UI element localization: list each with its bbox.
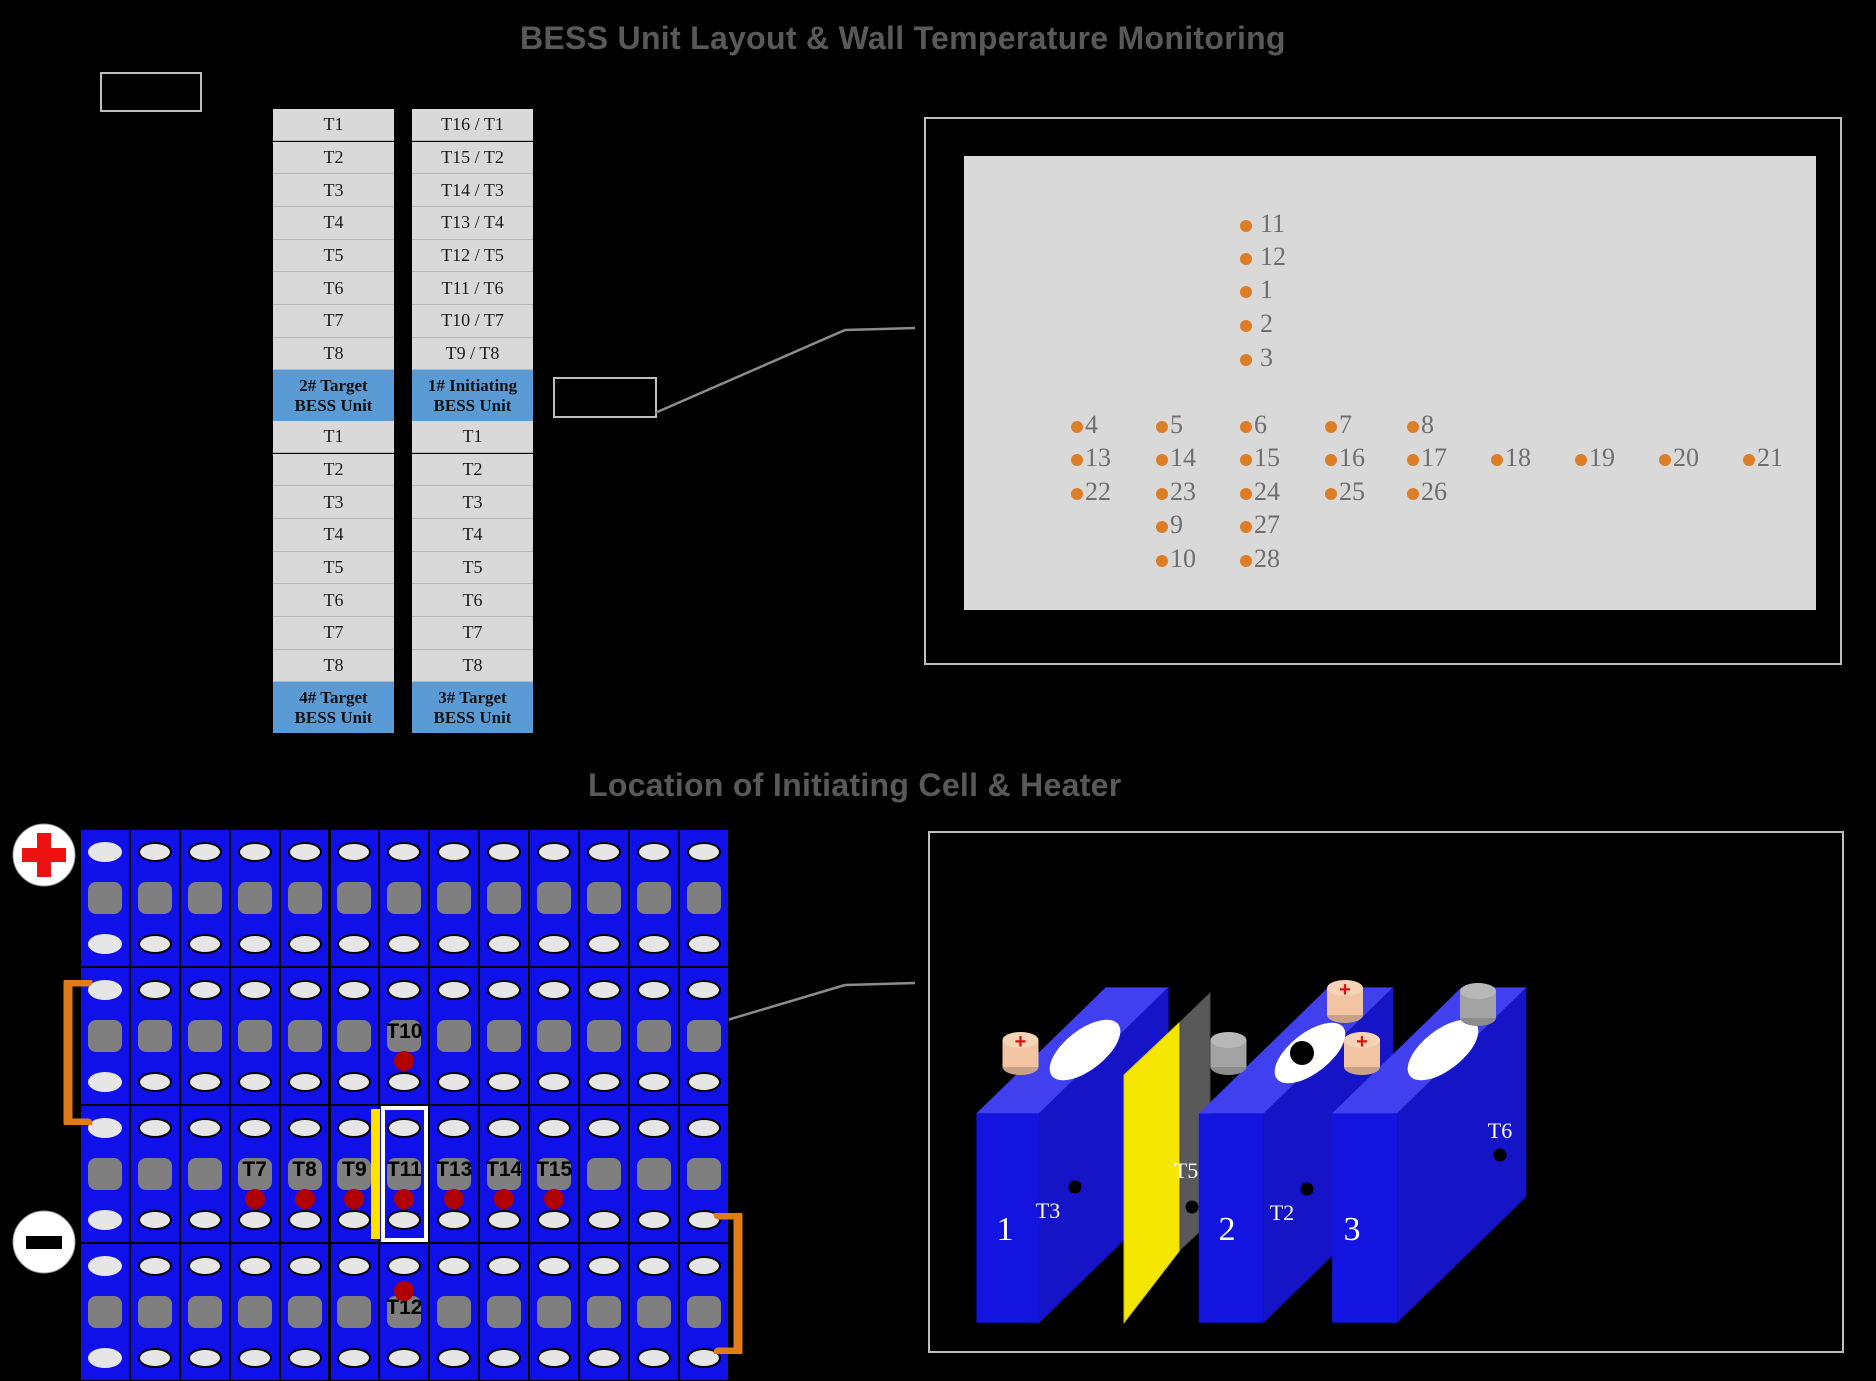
svg-text:1: 1	[997, 1211, 1014, 1248]
svg-text:+: +	[1015, 1031, 1027, 1053]
svg-text:T6: T6	[1488, 1118, 1512, 1143]
svg-text:T2: T2	[1270, 1200, 1294, 1225]
svg-text:2: 2	[1219, 1211, 1236, 1248]
svg-text:T3: T3	[1036, 1198, 1060, 1223]
svg-text:+: +	[1356, 1031, 1368, 1053]
svg-text:T5: T5	[1174, 1158, 1198, 1183]
svg-text:3: 3	[1344, 1211, 1361, 1248]
svg-text:+: +	[1339, 979, 1351, 1001]
